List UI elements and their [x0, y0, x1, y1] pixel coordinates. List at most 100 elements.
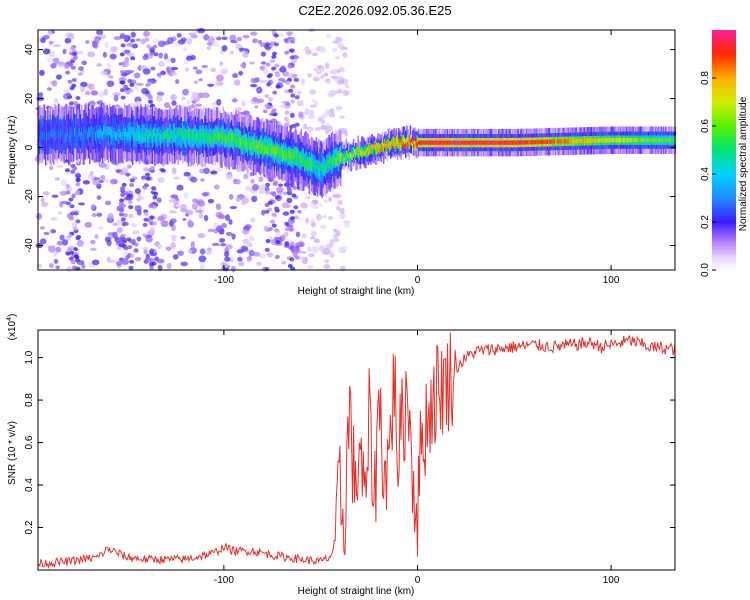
spectrogram-speckle — [182, 88, 189, 96]
spectrogram-streak — [150, 66, 156, 71]
spectrogram-cell — [596, 138, 599, 143]
spectrogram-cell — [113, 128, 115, 138]
spectrogram-speckle — [96, 195, 102, 200]
spectrogram-cell — [176, 130, 178, 140]
spectrogram-streak — [147, 258, 153, 263]
spectrogram-cell — [221, 125, 223, 145]
spectrogram-cell — [633, 138, 636, 143]
spectrogram-cell — [82, 133, 84, 142]
spectrogram-speckle — [311, 98, 317, 103]
spectrogram-cell — [83, 128, 85, 137]
spectrogram-streak — [151, 221, 157, 226]
spectrogram-speckle — [344, 84, 350, 89]
spectrogram-cell — [520, 140, 522, 145]
spectrogram-speckle — [238, 261, 245, 267]
spectrogram-speckle — [195, 209, 204, 213]
spectrogram-cell — [379, 148, 381, 154]
spectrogram-cell — [498, 140, 500, 145]
spectrogram-cell — [297, 157, 299, 167]
spectrogram-cell — [351, 147, 354, 157]
spectrogram-speckle — [250, 84, 258, 88]
spectrogram-cell — [475, 140, 478, 145]
spectrogram-streak — [292, 253, 298, 258]
spectrogram-speckle — [106, 62, 111, 70]
spectrogram-cell — [302, 148, 305, 167]
spectrogram-speckle — [173, 43, 181, 47]
spectrogram-cell — [118, 132, 120, 141]
spectrogram-cell — [187, 129, 190, 139]
spectrogram-speckle — [169, 218, 177, 224]
spectrogram-speckle — [215, 203, 222, 211]
spectrogram-cell — [185, 129, 187, 139]
spectrogram-cell — [544, 139, 546, 145]
spectrogram-cell — [229, 138, 232, 148]
spectrogram-cell — [473, 140, 476, 145]
spectrogram-cell — [182, 128, 184, 138]
spectrogram-cell — [134, 122, 136, 142]
spectrogram-cell — [500, 140, 502, 145]
spectrogram-speckle — [323, 263, 331, 270]
spectrogram-cell — [645, 138, 647, 143]
spectrogram-cell — [621, 138, 623, 143]
spectrogram-cell — [341, 152, 343, 157]
spectrogram-cell — [157, 128, 160, 137]
spectrogram-speckle — [188, 32, 197, 37]
spectrogram-cell — [488, 140, 491, 145]
spectrogram-cell — [259, 145, 262, 154]
spectrogram-streak — [129, 259, 135, 264]
spectrogram-speckle — [334, 193, 342, 199]
spectrogram-cell — [510, 140, 513, 145]
spectrogram-cell — [274, 147, 277, 157]
spectrogram-cell — [291, 154, 293, 164]
spectrogram-cell — [94, 122, 97, 142]
spectrogram-cell — [265, 145, 268, 155]
spectrogram-speckle — [219, 238, 226, 243]
spectrogram-cell — [240, 137, 242, 147]
spectrogram-speckle — [143, 249, 148, 255]
spectrogram-streak — [284, 227, 290, 232]
spectrogram-speckle — [140, 38, 146, 45]
spectrogram-speckle — [130, 31, 136, 38]
spectrogram-cell — [146, 127, 148, 137]
spectrogram-cell — [75, 133, 77, 142]
spectrogram-cell — [566, 139, 568, 144]
spectrogram-cell — [285, 152, 287, 161]
spectrogram-speckle — [232, 73, 239, 79]
spectrogram-cell — [474, 140, 477, 145]
spectrogram-speckle — [102, 51, 107, 58]
spectrogram-speckle — [141, 246, 149, 251]
spectrogram-cell — [223, 133, 226, 143]
colorbar-tick-label: 0.2 — [700, 215, 711, 229]
spectrogram-cell — [423, 140, 426, 145]
spectrogram-cell — [287, 150, 290, 159]
spectrogram-cell — [580, 138, 582, 144]
spectrogram-cell — [39, 127, 41, 137]
spectrogram-speckle — [315, 127, 321, 131]
spectrogram-speckle — [43, 231, 50, 236]
spectrogram-speckle — [104, 200, 112, 206]
spectrogram-speckle — [100, 174, 106, 180]
spectrogram-cell — [515, 140, 517, 145]
spectrogram-cell — [79, 132, 82, 141]
spectrogram-cell — [463, 140, 465, 145]
spectrogram-cell — [270, 143, 272, 152]
spectrogram-streak — [268, 97, 274, 102]
spectrogram-cell — [530, 140, 532, 145]
spectrogram-streak — [275, 240, 281, 245]
spectrogram-cell — [412, 140, 414, 151]
spectrogram-streak — [294, 95, 300, 100]
spectrogram-streak — [70, 65, 76, 70]
spectrogram-cell — [249, 139, 251, 149]
spectrogram-cell — [308, 158, 311, 167]
spectrogram-streak — [120, 186, 126, 191]
spectrogram-cell — [452, 140, 455, 145]
spectrogram-speckle — [136, 197, 141, 202]
spectrogram-cell — [665, 138, 667, 143]
spectrogram-cell — [472, 140, 474, 145]
spectrogram-speckle — [313, 68, 319, 72]
spectrogram-cell — [230, 132, 233, 141]
spectrogram-cell — [133, 129, 135, 138]
spectrogram-streak — [120, 95, 126, 100]
spectrogram-cell — [266, 145, 269, 155]
spectrogram-streak — [289, 216, 295, 221]
